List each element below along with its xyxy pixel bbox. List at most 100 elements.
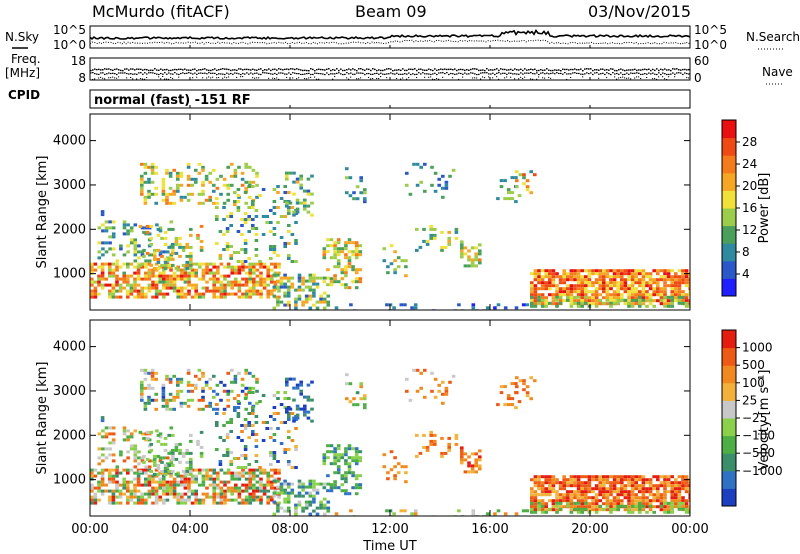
velocity-cell [189,472,193,476]
power-cell [393,250,397,254]
power-cell [237,165,241,169]
velocity-cell [129,468,134,472]
velocity-cell [576,484,581,488]
power-cell [147,268,152,272]
power-cell [248,289,252,293]
velocity-cell [474,461,478,465]
power-y-axis-label: Slant Range [km] [35,156,50,269]
power-cell [111,295,116,299]
power-cell [230,183,234,187]
nave-dot [384,73,386,75]
freq-dot [564,68,566,71]
velocity-cell [399,509,404,513]
power-cell [329,277,334,281]
velocity-cell [185,466,189,470]
power-cell [104,226,109,230]
velocity-cell [183,474,188,478]
nave-dot [198,72,200,74]
power-cell [149,242,153,246]
power-cell [216,280,220,284]
velocity-cell [354,447,359,451]
y-tick-label: 3000 [53,384,86,399]
power-cell [540,298,545,302]
power-cell [602,272,606,276]
velocity-cell [544,505,548,509]
power-cell [299,201,303,205]
power-cell [326,238,330,242]
power-cell [336,250,341,254]
nave-dot [294,72,296,74]
velocity-cell [208,477,213,481]
velocity-colorbar-tick-label: 1000 [742,341,773,355]
power-cell [226,165,230,169]
velocity-cell [115,483,119,487]
power-cell [93,286,98,290]
velocity-cell [176,483,180,487]
nave-dot [446,72,448,74]
velocity-cell [681,484,685,488]
velocity-cell [205,486,209,490]
power-cell [609,269,613,273]
freq-dot [118,69,120,71]
nave-dot [206,77,208,79]
power-cell [169,220,174,224]
velocity-cell [329,462,334,466]
nave-dot [278,72,280,74]
nave-dot [222,73,224,75]
velocity-cell [176,392,180,396]
velocity-cell [179,404,184,408]
velocity-cell [336,453,341,457]
power-cell [315,276,320,280]
nave-dot [528,72,530,74]
power-cell [623,272,628,276]
freq-dot [548,69,550,71]
nave-dot [334,73,336,75]
power-cell [201,268,206,272]
velocity-cell [136,498,141,502]
nave-dot [286,76,288,78]
velocity-cell [297,491,302,495]
velocity-cell [358,456,363,460]
power-cell [612,301,617,305]
power-cell [594,281,599,285]
velocity-cell [180,477,184,481]
power-cell [189,263,193,267]
velocity-cell [336,468,341,472]
power-cell [290,276,295,280]
velocity-cell [119,453,123,457]
power-cell [199,224,204,228]
freq-dot [156,69,158,71]
velocity-cell [573,496,577,500]
power-cell [551,299,556,303]
velocity-cell [283,391,287,394]
power-cell [544,302,548,306]
nave-dot [486,72,488,74]
velocity-cell [674,484,678,488]
power-cell [515,185,519,189]
nave-dot [568,73,570,75]
velocity-cell [172,492,177,496]
colorbar-swatch [722,365,736,384]
velocity-cell [233,457,237,460]
velocity-cell [262,492,267,496]
power-cell [248,280,252,284]
nave-dot [456,73,458,75]
velocity-cell [251,433,255,436]
nave-dot [496,72,498,74]
nave-dot [206,73,208,75]
nave-dot [314,76,316,78]
power-cell [319,294,323,298]
freq-dot [470,68,472,71]
velocity-cell [244,477,249,481]
nave-dot [466,73,468,75]
velocity-cell [569,505,574,509]
velocity-cell [404,465,408,469]
power-cell [598,293,602,297]
power-cell [169,286,173,290]
power-cell [212,280,216,284]
velocity-cell [251,386,256,390]
velocity-cell [266,498,270,502]
velocity-cell [244,486,249,490]
power-cell [167,227,171,231]
velocity-cell [137,462,141,466]
